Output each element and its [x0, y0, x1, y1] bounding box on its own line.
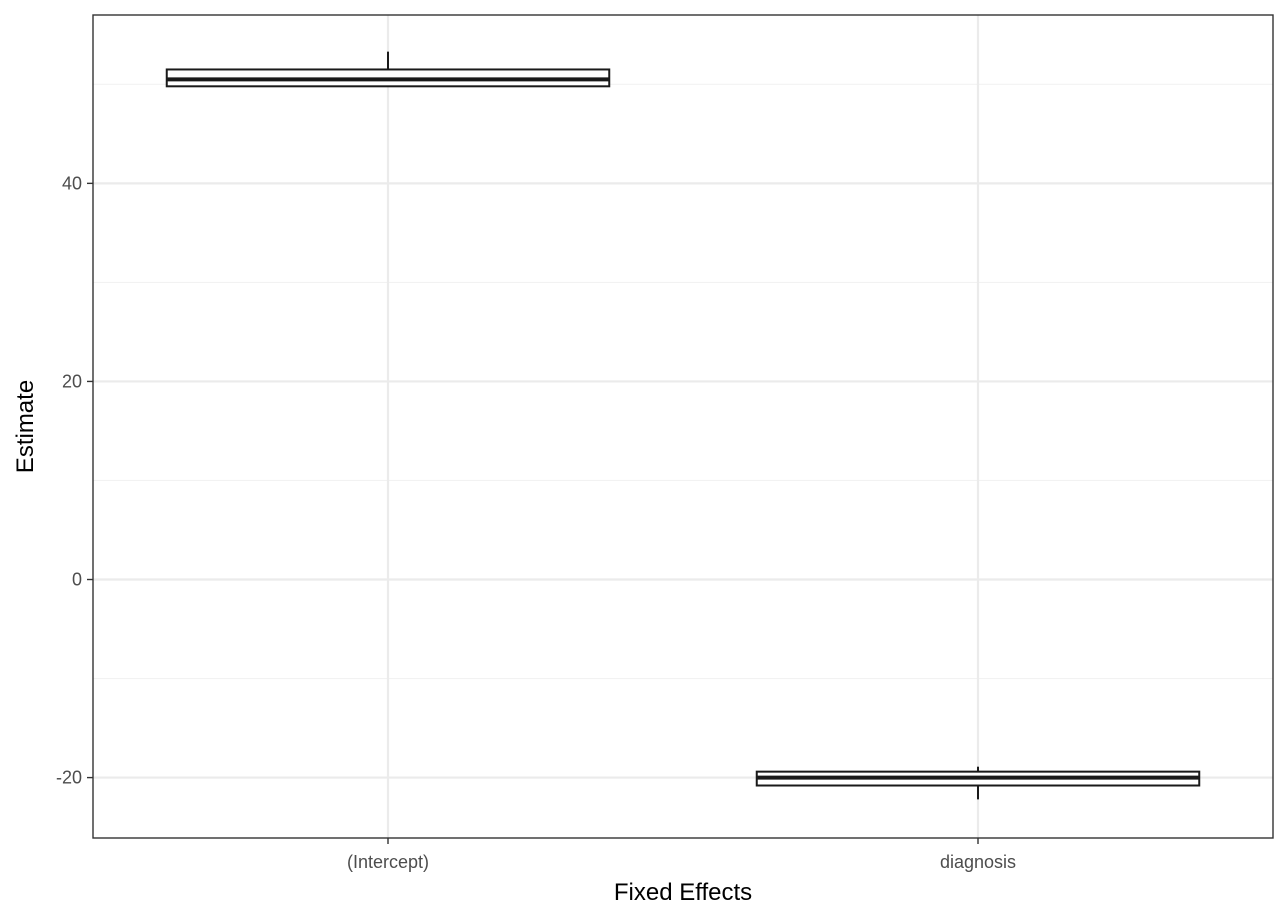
panel-border: [92, 14, 1274, 839]
y-axis-title: Estimate: [12, 380, 39, 473]
x-axis-title: Fixed Effects: [614, 879, 752, 906]
boxes: [165, 51, 1201, 800]
y-tick-label: -20: [56, 768, 82, 788]
axis-ticks: -20 0 20 40 (Intercept) diagnosis: [56, 173, 1016, 872]
x-tick-label: (Intercept): [347, 852, 429, 872]
y-tick-label: 20: [62, 371, 82, 391]
y-tick-label: 0: [72, 570, 82, 590]
box-1: [755, 766, 1201, 800]
grid-lines: [93, 15, 1273, 838]
box-0: [165, 51, 611, 88]
y-tick-label: 40: [62, 173, 82, 193]
x-tick-label: diagnosis: [940, 852, 1016, 872]
